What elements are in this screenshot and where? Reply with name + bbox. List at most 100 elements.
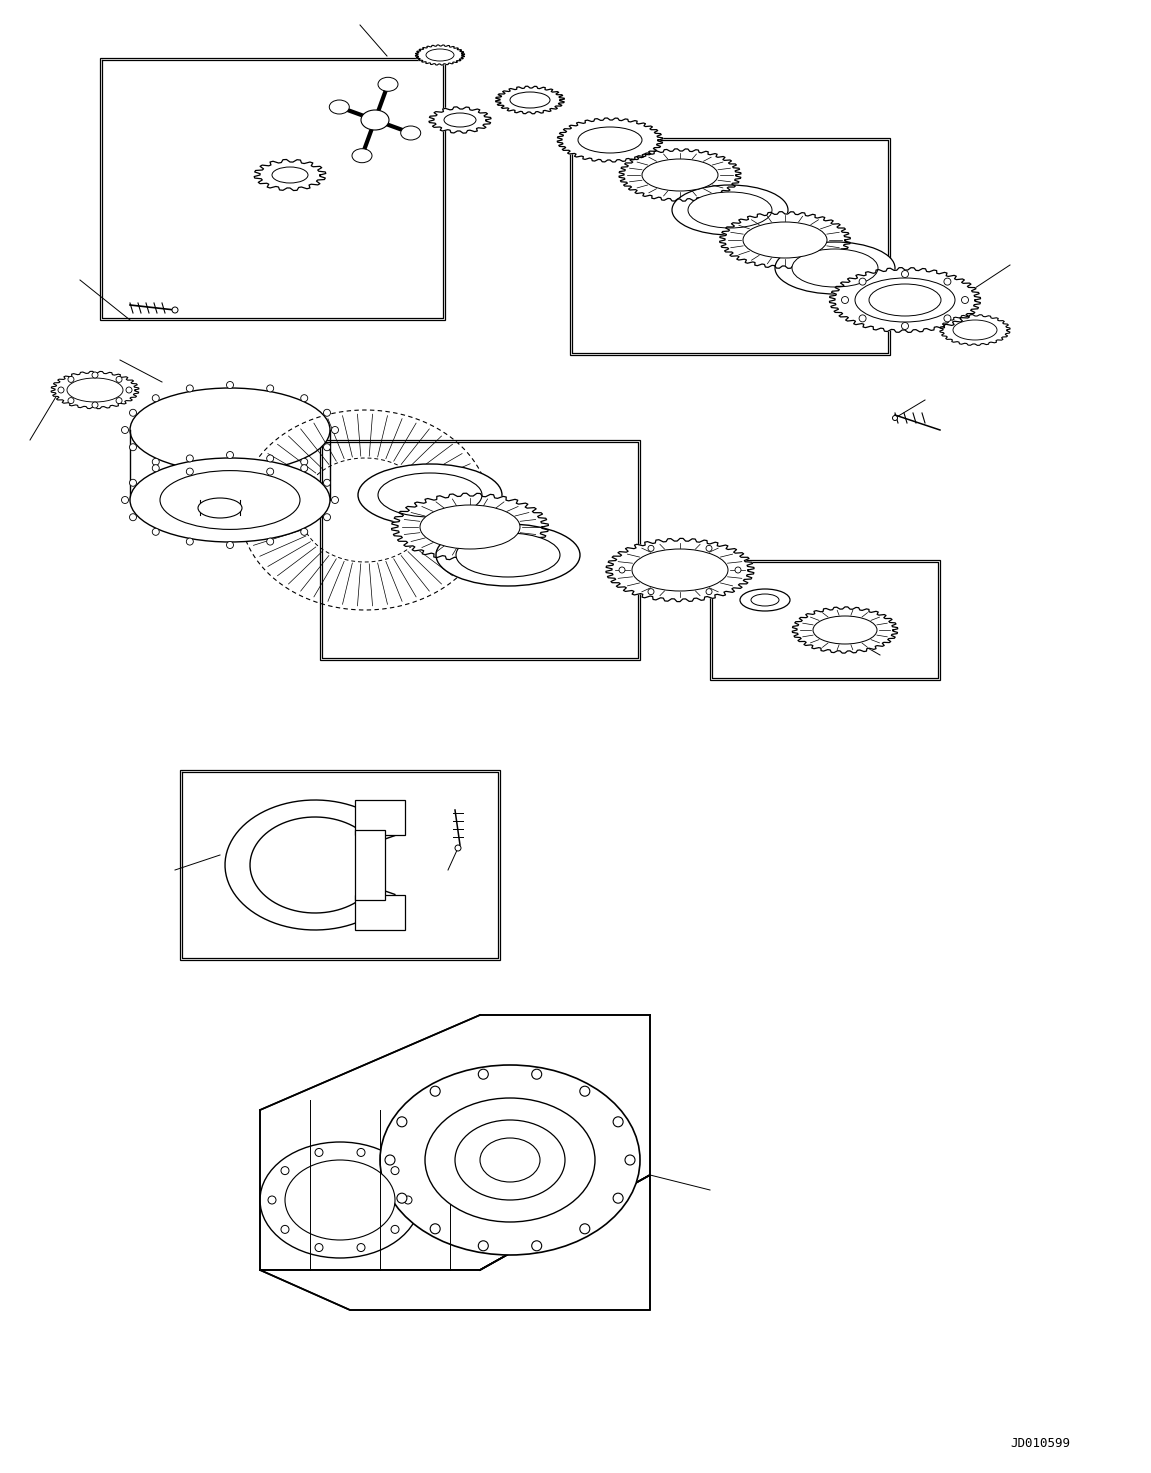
Circle shape bbox=[944, 315, 951, 323]
Circle shape bbox=[357, 1149, 365, 1156]
Circle shape bbox=[532, 1240, 542, 1251]
Circle shape bbox=[92, 373, 98, 379]
Ellipse shape bbox=[420, 505, 520, 549]
Circle shape bbox=[300, 458, 307, 465]
Ellipse shape bbox=[480, 1139, 540, 1181]
Ellipse shape bbox=[130, 458, 330, 542]
Circle shape bbox=[859, 315, 866, 323]
Circle shape bbox=[300, 529, 307, 535]
Circle shape bbox=[58, 387, 64, 393]
Ellipse shape bbox=[775, 242, 895, 295]
Circle shape bbox=[944, 278, 951, 286]
Ellipse shape bbox=[642, 159, 718, 191]
Ellipse shape bbox=[740, 589, 790, 611]
Polygon shape bbox=[416, 46, 465, 65]
Ellipse shape bbox=[744, 222, 828, 258]
Circle shape bbox=[152, 458, 159, 465]
Ellipse shape bbox=[426, 49, 453, 60]
Polygon shape bbox=[355, 896, 405, 929]
Polygon shape bbox=[355, 800, 405, 835]
Circle shape bbox=[92, 402, 98, 408]
Circle shape bbox=[735, 567, 741, 573]
Polygon shape bbox=[254, 159, 326, 190]
Circle shape bbox=[281, 1167, 289, 1174]
Ellipse shape bbox=[358, 464, 502, 526]
Ellipse shape bbox=[67, 379, 123, 402]
Polygon shape bbox=[226, 800, 395, 929]
Circle shape bbox=[130, 514, 137, 521]
Ellipse shape bbox=[272, 166, 308, 183]
Circle shape bbox=[227, 471, 234, 479]
Circle shape bbox=[125, 387, 132, 393]
Polygon shape bbox=[710, 560, 940, 681]
Ellipse shape bbox=[198, 498, 242, 518]
Ellipse shape bbox=[401, 127, 421, 140]
Circle shape bbox=[404, 1196, 412, 1203]
Ellipse shape bbox=[160, 470, 300, 529]
Circle shape bbox=[841, 296, 848, 303]
Circle shape bbox=[268, 1196, 276, 1203]
Text: JD010599: JD010599 bbox=[1009, 1438, 1070, 1449]
Circle shape bbox=[186, 455, 193, 463]
Circle shape bbox=[281, 1226, 289, 1233]
Polygon shape bbox=[51, 371, 139, 408]
Circle shape bbox=[613, 1193, 623, 1203]
Ellipse shape bbox=[632, 549, 727, 591]
Circle shape bbox=[384, 1155, 395, 1165]
Circle shape bbox=[315, 1243, 323, 1252]
Circle shape bbox=[430, 1086, 440, 1096]
Circle shape bbox=[116, 377, 122, 383]
Polygon shape bbox=[619, 149, 741, 202]
Circle shape bbox=[315, 1149, 323, 1156]
Circle shape bbox=[323, 514, 330, 521]
Circle shape bbox=[267, 455, 274, 463]
Ellipse shape bbox=[869, 284, 942, 317]
Circle shape bbox=[357, 1243, 365, 1252]
Circle shape bbox=[171, 306, 178, 312]
Circle shape bbox=[130, 443, 137, 451]
Circle shape bbox=[331, 427, 338, 433]
Ellipse shape bbox=[130, 387, 330, 471]
Ellipse shape bbox=[380, 1065, 640, 1255]
Circle shape bbox=[706, 589, 712, 595]
Circle shape bbox=[300, 395, 307, 402]
Circle shape bbox=[580, 1086, 589, 1096]
Polygon shape bbox=[180, 770, 500, 960]
Ellipse shape bbox=[352, 149, 372, 162]
Ellipse shape bbox=[436, 524, 580, 586]
Circle shape bbox=[391, 1226, 399, 1233]
Circle shape bbox=[227, 542, 234, 548]
Circle shape bbox=[961, 296, 968, 303]
Ellipse shape bbox=[813, 616, 877, 644]
Ellipse shape bbox=[688, 191, 772, 228]
Circle shape bbox=[892, 415, 898, 420]
Circle shape bbox=[267, 468, 274, 476]
Polygon shape bbox=[719, 212, 851, 268]
Circle shape bbox=[619, 567, 625, 573]
Circle shape bbox=[391, 1167, 399, 1174]
Circle shape bbox=[152, 464, 159, 471]
Polygon shape bbox=[570, 138, 890, 355]
Ellipse shape bbox=[750, 594, 779, 605]
Polygon shape bbox=[792, 607, 898, 653]
Polygon shape bbox=[940, 315, 1011, 345]
Circle shape bbox=[186, 538, 193, 545]
Circle shape bbox=[122, 427, 129, 433]
Circle shape bbox=[186, 384, 193, 392]
Circle shape bbox=[479, 1240, 488, 1251]
Polygon shape bbox=[391, 493, 548, 561]
Circle shape bbox=[227, 382, 234, 389]
Ellipse shape bbox=[953, 320, 997, 340]
Polygon shape bbox=[557, 118, 663, 162]
Circle shape bbox=[323, 443, 330, 451]
Circle shape bbox=[68, 377, 74, 383]
Circle shape bbox=[479, 1069, 488, 1080]
Circle shape bbox=[300, 464, 307, 471]
Ellipse shape bbox=[260, 1142, 420, 1258]
Circle shape bbox=[397, 1193, 407, 1203]
Circle shape bbox=[267, 538, 274, 545]
Circle shape bbox=[130, 479, 137, 486]
Circle shape bbox=[68, 398, 74, 404]
Ellipse shape bbox=[378, 77, 398, 91]
Circle shape bbox=[901, 323, 908, 330]
